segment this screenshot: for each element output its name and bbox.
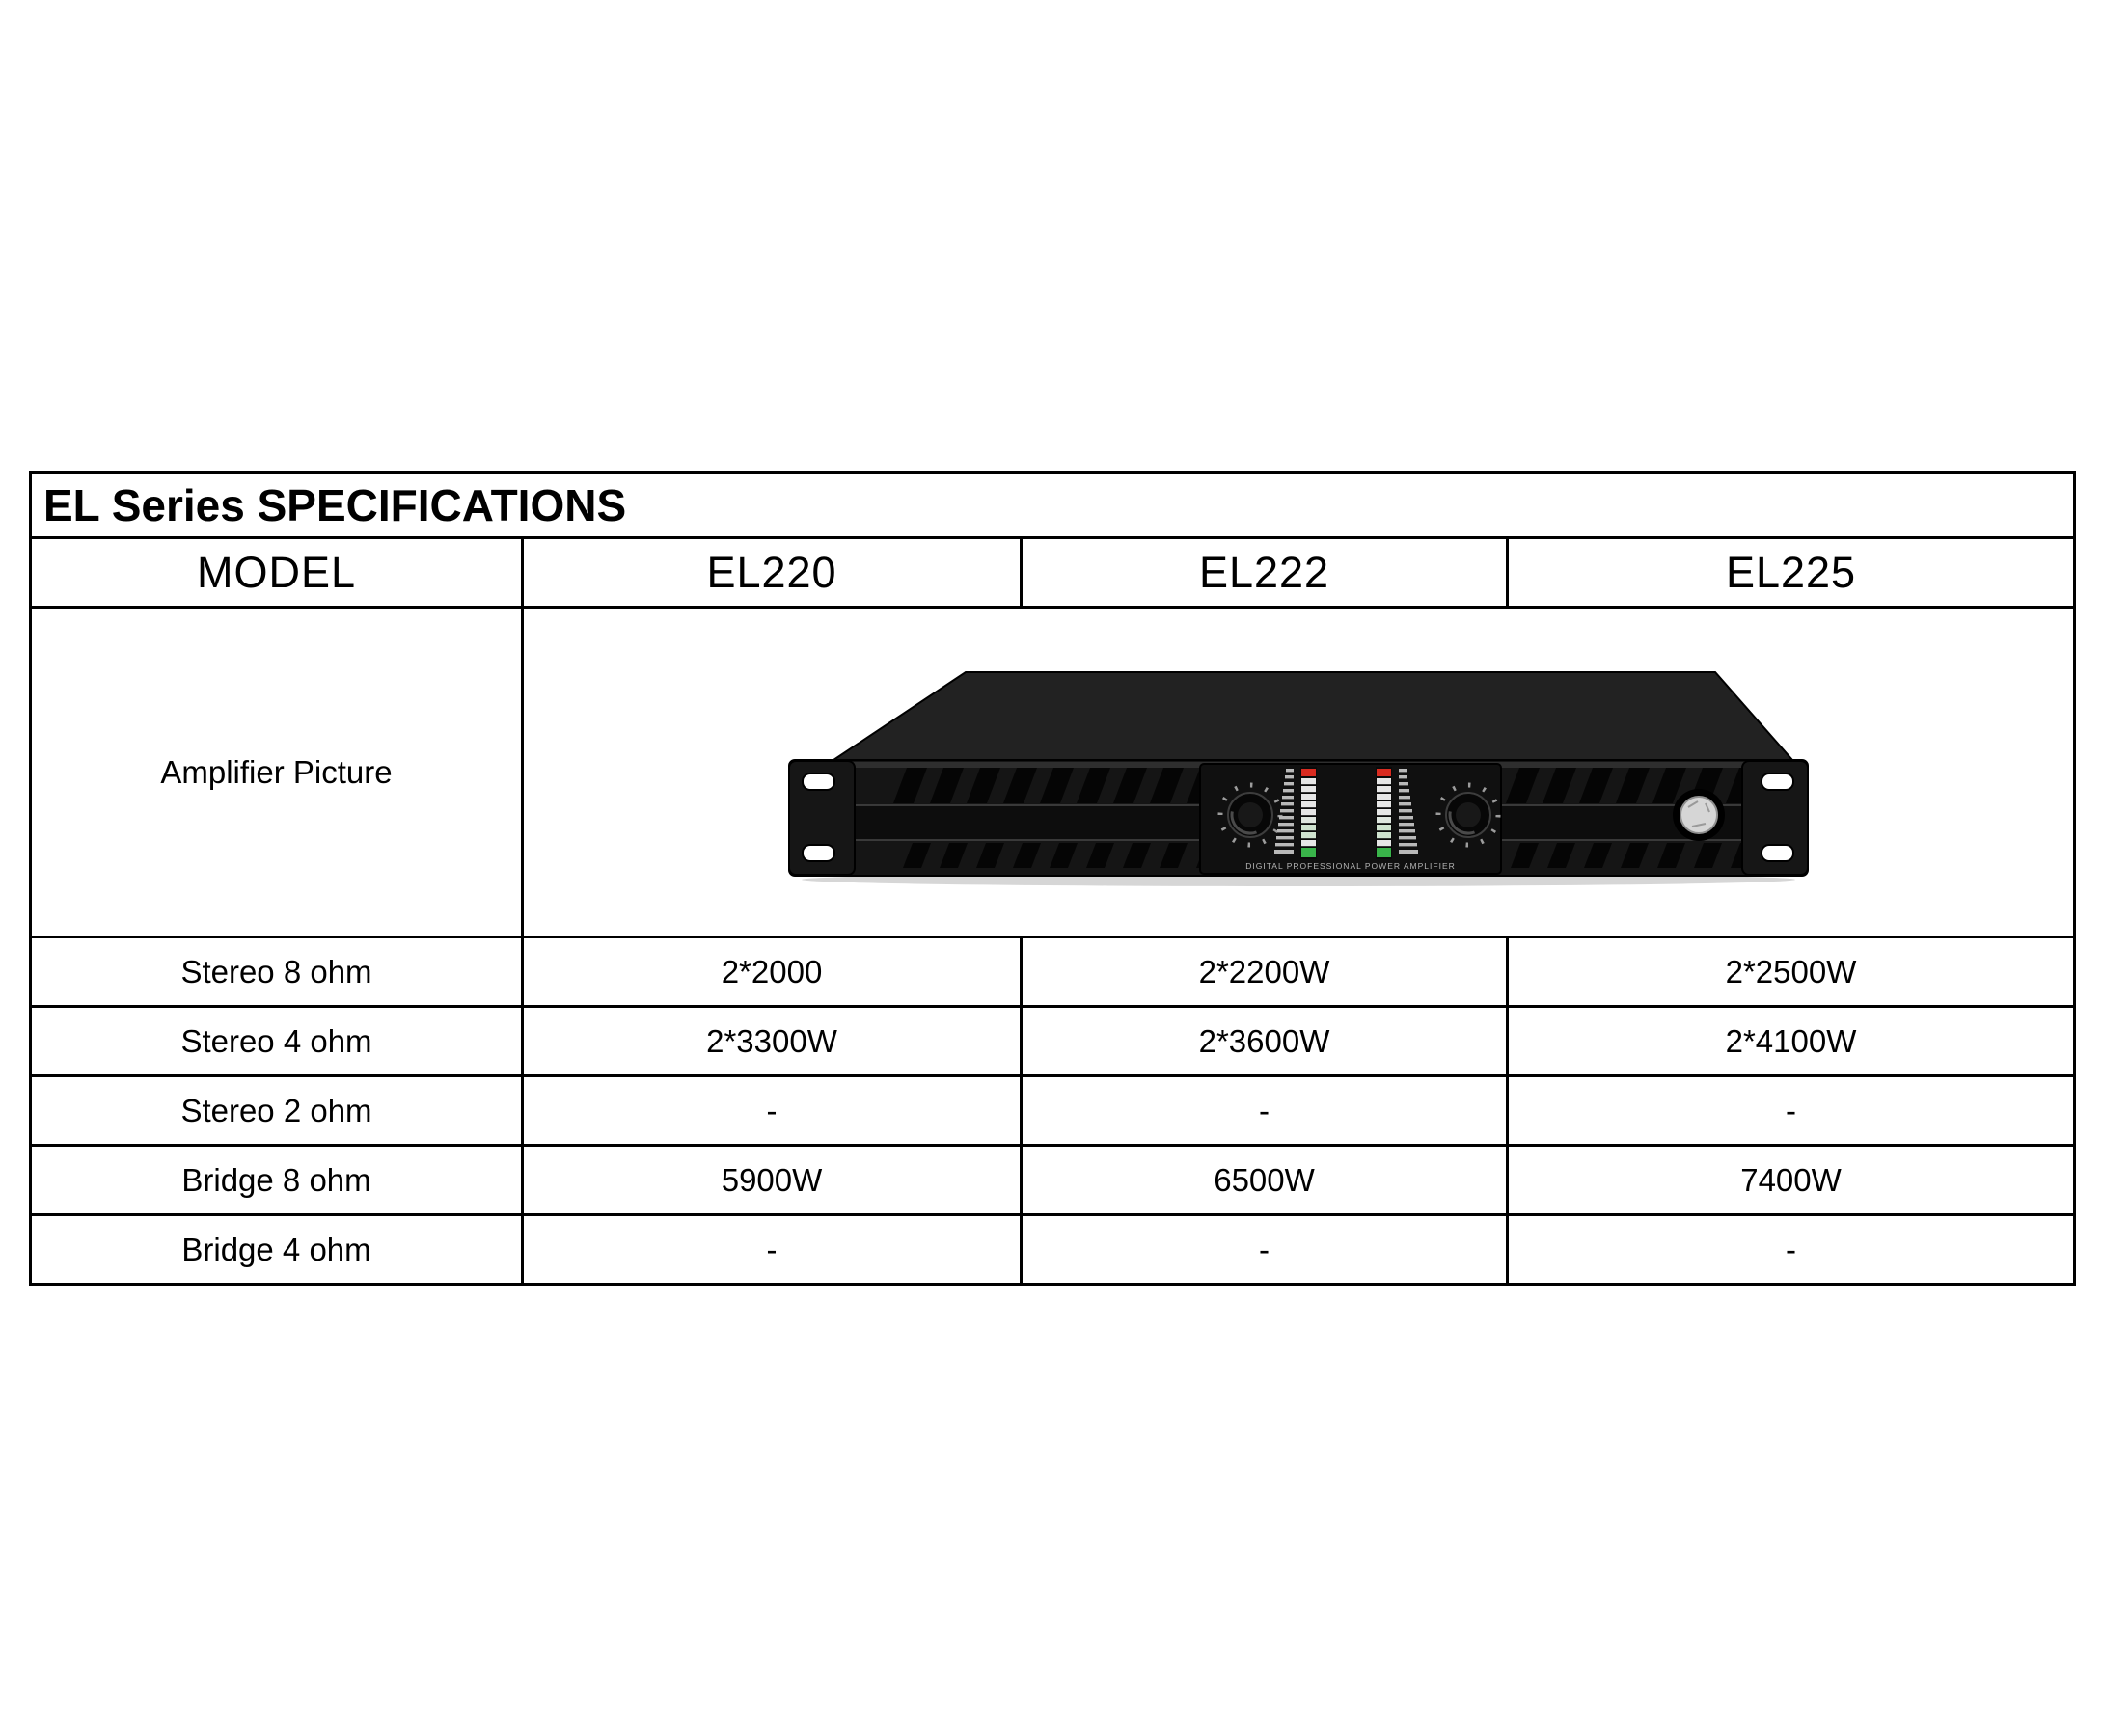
- mount-hole: [802, 844, 835, 862]
- mount-hole: [1761, 773, 1794, 791]
- amplifier-picture-cell: DIGITAL PROFESSIONAL POWER AMPLIFIER: [524, 609, 2073, 936]
- row-value: 6500W: [1023, 1147, 1509, 1213]
- row-value: -: [1786, 1231, 1796, 1267]
- led-meter-left: [1274, 767, 1317, 859]
- row-value: -: [1786, 1092, 1796, 1128]
- header-el222: EL222: [1023, 539, 1509, 606]
- row-value: 2*2200W: [1023, 938, 1509, 1005]
- amplifier-picture-row: Amplifier Picture: [32, 609, 2073, 938]
- gain-knob-left: [1217, 782, 1283, 848]
- header-el225: EL225: [1725, 547, 1857, 597]
- power-button: [1673, 789, 1725, 841]
- row-label: Bridge 8 ohm: [32, 1147, 524, 1213]
- row-value: 2*2000: [524, 938, 1023, 1005]
- table-row: Stereo 4 ohm 2*3300W 2*3600W 2*4100W: [32, 1008, 2073, 1077]
- table-row: Stereo 2 ohm - - -: [32, 1077, 2073, 1147]
- row-value: 2*4100W: [1725, 1022, 1857, 1059]
- table-title-row: EL Series SPECIFICATIONS: [32, 474, 2073, 539]
- row-label: Bridge 4 ohm: [32, 1216, 524, 1283]
- led-meter-right: [1376, 767, 1418, 859]
- row-value: -: [1023, 1077, 1509, 1144]
- center-plate: [1199, 763, 1502, 875]
- row-value: -: [1023, 1216, 1509, 1283]
- row-value: 7400W: [1740, 1161, 1842, 1198]
- row-label: Stereo 8 ohm: [32, 938, 524, 1005]
- row-label: Stereo 2 ohm: [32, 1077, 524, 1144]
- chassis-top: [830, 671, 1795, 761]
- amplifier-image: DIGITAL PROFESSIONAL POWER AMPLIFIER: [788, 671, 1809, 886]
- row-value: 2*3600W: [1023, 1008, 1509, 1074]
- row-value: -: [524, 1216, 1023, 1283]
- left-rack-ear: [788, 760, 856, 876]
- header-model: MODEL: [32, 539, 524, 606]
- right-rack-ear: [1741, 760, 1809, 876]
- table-title: EL Series SPECIFICATIONS: [43, 479, 627, 530]
- mount-hole: [802, 773, 835, 791]
- table-row: Bridge 4 ohm - - -: [32, 1216, 2073, 1283]
- table-header-row: MODEL EL220 EL222 EL225: [32, 539, 2073, 609]
- amplifier-picture-label: Amplifier Picture: [32, 609, 524, 936]
- table-row: Stereo 8 ohm 2*2000 2*2200W 2*2500W: [32, 938, 2073, 1008]
- table-row: Bridge 8 ohm 5900W 6500W 7400W: [32, 1147, 2073, 1216]
- specifications-table: EL Series SPECIFICATIONS MODEL EL220 EL2…: [29, 471, 2076, 1286]
- row-value: 2*3300W: [524, 1008, 1023, 1074]
- gain-knob-right: [1435, 782, 1501, 848]
- header-el220: EL220: [524, 539, 1023, 606]
- row-value: 5900W: [524, 1147, 1023, 1213]
- panel-caption: DIGITAL PROFESSIONAL POWER AMPLIFIER: [1245, 861, 1456, 871]
- row-value: 2*2500W: [1725, 953, 1857, 990]
- row-value: -: [524, 1077, 1023, 1144]
- row-label: Stereo 4 ohm: [32, 1008, 524, 1074]
- mount-hole: [1761, 844, 1794, 862]
